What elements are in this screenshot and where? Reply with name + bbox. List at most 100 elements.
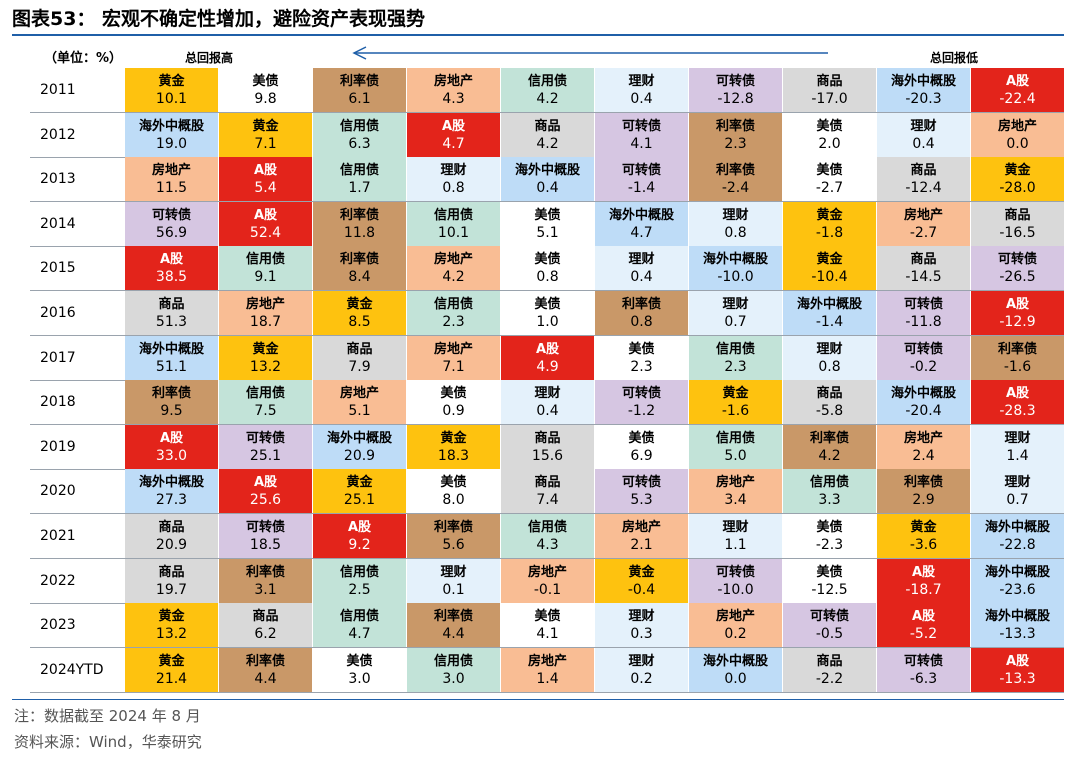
asset-cell: A股 -18.7 — [877, 558, 971, 603]
asset-cell: 商品 7.9 — [313, 335, 407, 380]
asset-return-value: -0.2 — [909, 358, 938, 375]
asset-return-value: 4.3 — [536, 537, 559, 553]
asset-cell: 海外中概股 -10.0 — [689, 246, 783, 291]
asset-name: 商品 — [816, 653, 843, 669]
low-return-label: 总回报低 — [930, 51, 979, 65]
row-divider — [30, 379, 1064, 381]
asset-return-value: 0.0 — [1006, 135, 1029, 152]
asset-name: 海外中概股 — [890, 386, 956, 402]
asset-return-value: 10.1 — [437, 224, 470, 241]
asset-return-value: 2.0 — [818, 135, 841, 152]
asset-cell: A股 38.5 — [125, 246, 219, 291]
asset-cell: 房地产 4.3 — [407, 68, 501, 112]
asset-return-value: 0.9 — [442, 403, 465, 420]
asset-cell: 利率债 11.8 — [313, 201, 407, 246]
asset-cell: 理财 0.8 — [407, 157, 501, 202]
asset-cell: A股 -13.3 — [971, 647, 1065, 692]
asset-name: 海外中概股 — [138, 475, 204, 491]
asset-cell: 海外中概股 27.3 — [125, 469, 219, 514]
asset-return-value: -12.5 — [811, 581, 848, 598]
asset-name: 房地产 — [433, 74, 473, 89]
asset-cell: 房地产 2.1 — [595, 514, 689, 558]
asset-name: 信用债 — [527, 74, 567, 89]
asset-cell: 利率债 6.1 — [313, 68, 407, 112]
row-divider — [30, 468, 1064, 470]
asset-return-value: -16.5 — [999, 224, 1036, 241]
asset-name: 利率债 — [997, 341, 1037, 357]
asset-cell: 商品 51.3 — [125, 291, 219, 335]
asset-cell: 海外中概股 0.0 — [689, 647, 783, 692]
asset-return-value: 9.8 — [254, 91, 277, 107]
asset-return-value: 0.8 — [724, 224, 747, 241]
asset-cell: 商品 -16.5 — [971, 201, 1065, 246]
asset-return-value: 6.3 — [348, 135, 371, 152]
asset-return-value: 25.1 — [249, 447, 282, 464]
asset-name: 可转债 — [621, 475, 661, 491]
asset-return-value: 7.4 — [536, 492, 559, 509]
asset-cell: 信用债 4.3 — [501, 514, 595, 558]
table-row: 2018 利率债 9.5 信用债 7.5 房地产 5.1 美债 0.9 理财 0.4 可转债 -1.2 黄… — [30, 380, 1065, 426]
asset-return-value: -12.9 — [999, 314, 1036, 330]
asset-name: A股 — [159, 252, 184, 268]
asset-name: 信用债 — [715, 341, 755, 357]
asset-name: A股 — [159, 430, 184, 446]
asset-cell: A股 4.7 — [407, 112, 501, 157]
asset-name: 商品 — [816, 74, 843, 89]
asset-name: 信用债 — [245, 386, 285, 402]
asset-name: A股 — [535, 341, 560, 357]
asset-return-value: 6.9 — [630, 447, 653, 464]
asset-cell: 海外中概股 -22.8 — [971, 514, 1065, 558]
row-divider — [30, 335, 1064, 336]
asset-return-value: 3.0 — [348, 670, 371, 687]
asset-return-value: 2.3 — [724, 135, 747, 152]
asset-cell: 房地产 3.4 — [689, 469, 783, 514]
asset-return-value: 0.2 — [630, 670, 653, 687]
year-label: 2018 — [40, 394, 76, 411]
asset-return-value: -10.0 — [717, 269, 754, 286]
asset-name: 房地产 — [339, 386, 379, 402]
asset-name: A股 — [911, 564, 936, 580]
asset-name: 利率债 — [151, 386, 191, 402]
asset-name: 理财 — [440, 564, 467, 580]
asset-name: 房地产 — [715, 609, 755, 625]
asset-name: 黄金 — [158, 74, 185, 89]
asset-name: 利率债 — [715, 118, 755, 134]
asset-name: 美债 — [534, 609, 561, 625]
year-label: 2020 — [40, 483, 76, 500]
asset-name: 黄金 — [252, 341, 279, 357]
asset-cell: 商品 6.2 — [219, 603, 313, 648]
asset-cell: 黄金 -3.6 — [877, 514, 971, 558]
asset-return-value: 0.7 — [724, 314, 747, 330]
asset-cell: 理财 1.1 — [689, 514, 783, 558]
asset-return-value: 1.4 — [1006, 447, 1029, 464]
asset-return-value: -2.4 — [721, 180, 750, 197]
asset-name: 海外中概股 — [890, 74, 956, 89]
asset-name: 可转债 — [997, 252, 1037, 268]
row-divider — [30, 112, 1064, 113]
asset-name: 黄金 — [816, 252, 843, 268]
asset-cell: 美债 8.0 — [407, 469, 501, 514]
asset-return-value: 0.1 — [442, 581, 465, 598]
asset-return-value: 13.2 — [155, 626, 188, 643]
asset-cell: 海外中概股 51.1 — [125, 335, 219, 380]
asset-return-value: -28.0 — [999, 180, 1036, 197]
asset-return-value: 0.4 — [630, 91, 653, 107]
table-row: 2014 可转债 56.9 A股 52.4 利率债 11.8 信用债 10.1 美债 5.1 海外中概… — [30, 201, 1065, 247]
asset-name: 海外中概股 — [796, 297, 862, 312]
year-label: 2015 — [40, 260, 76, 277]
asset-return-value: 4.1 — [630, 135, 653, 152]
asset-return-value: -13.3 — [999, 670, 1036, 687]
asset-return-value: 3.3 — [818, 492, 841, 509]
asset-cell: 房地产 11.5 — [125, 157, 219, 202]
asset-cell: 可转债 -6.3 — [877, 647, 971, 692]
asset-cell: 利率债 -1.6 — [971, 335, 1065, 380]
asset-name: 理财 — [628, 74, 655, 89]
figure-title: 图表53： 宏观不确定性增加，避险资产表现强势 — [12, 8, 426, 30]
asset-cell: A股 5.4 — [219, 157, 313, 202]
asset-cell: 信用债 4.2 — [501, 68, 595, 112]
asset-cell: 利率债 2.3 — [689, 112, 783, 157]
table-header: （单位：%） 总回报高 总回报低 — [30, 40, 1064, 68]
asset-return-value: 1.0 — [536, 314, 559, 330]
row-divider — [30, 691, 1064, 693]
asset-cell: 信用债 2.5 — [313, 558, 407, 603]
